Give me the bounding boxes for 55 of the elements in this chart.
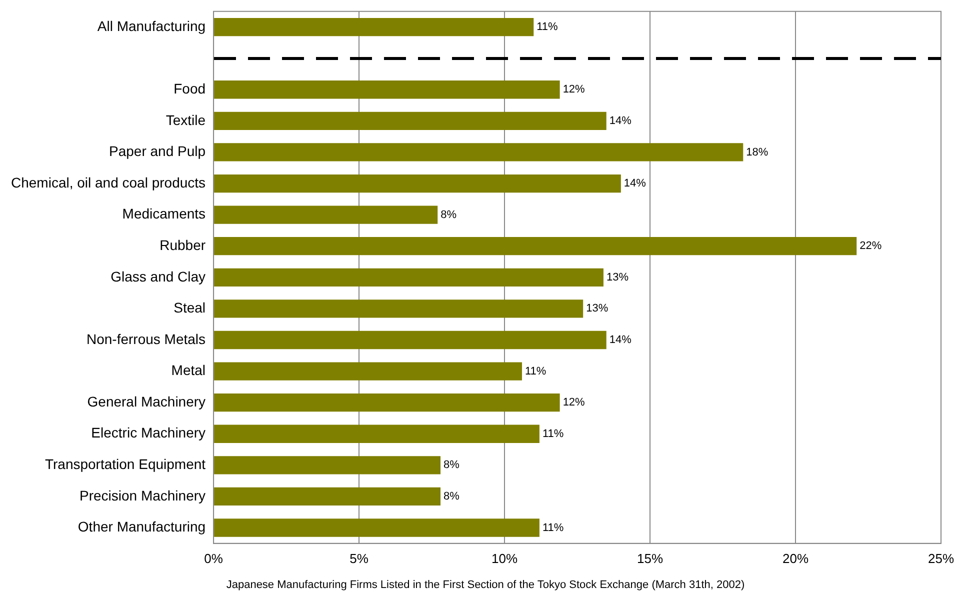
data-label: 8% — [444, 459, 460, 472]
data-label: 14% — [609, 114, 632, 127]
bar — [214, 206, 438, 224]
bar — [214, 112, 606, 130]
y-tick-label: Other Manufacturing — [78, 518, 206, 535]
y-tick-label: Rubber — [160, 236, 206, 253]
data-label: 12% — [562, 84, 586, 96]
x-tick-label: 0% — [204, 550, 224, 566]
x-tick-label: 20% — [782, 550, 809, 566]
y-tick-label: Paper and Pulp — [109, 143, 206, 160]
data-label: 11% — [536, 21, 558, 34]
y-tick-label: Food — [174, 80, 206, 96]
bar — [214, 362, 522, 380]
bar — [214, 394, 560, 412]
bar — [214, 518, 540, 537]
bar — [214, 174, 621, 193]
y-tick-label: Precision Machinery — [79, 487, 206, 504]
bar — [214, 330, 606, 350]
data-label: 11% — [542, 428, 564, 440]
y-tick-label: Textile — [166, 112, 206, 128]
data-label: 11% — [542, 522, 564, 534]
bar — [214, 18, 534, 36]
bar — [214, 143, 744, 162]
bar — [214, 487, 441, 506]
bar — [214, 268, 604, 286]
bar — [214, 237, 857, 256]
data-label: 13% — [586, 302, 608, 315]
data-label: 11% — [524, 365, 546, 378]
bar — [214, 424, 540, 443]
y-tick-label: Non-ferrous Metals — [86, 330, 206, 347]
data-label: 14% — [624, 178, 646, 190]
bar — [214, 456, 441, 474]
y-tick-label: General Machinery — [87, 393, 206, 410]
data-label: 18% — [746, 146, 768, 158]
y-tick-label: Steal — [174, 300, 206, 316]
data-label: 8% — [444, 490, 460, 502]
bar — [214, 300, 584, 318]
data-label: 14% — [609, 334, 632, 346]
y-tick-label: Medicaments — [122, 206, 206, 222]
data-label: 13% — [606, 271, 629, 284]
x-tick-label: 10% — [492, 550, 518, 566]
bar — [214, 80, 560, 99]
y-tick-label: Electric Machinery — [91, 424, 206, 441]
x-tick-label: 5% — [350, 550, 369, 566]
x-tick-label: 15% — [637, 550, 664, 566]
x-tick-label: 25% — [928, 550, 954, 566]
data-label: 8% — [440, 208, 457, 221]
data-label: 12% — [562, 396, 586, 409]
y-tick-label: Glass and Clay — [110, 268, 206, 284]
y-tick-label: Transportation Equipment — [44, 456, 206, 472]
y-tick-label: All Manufacturing — [97, 18, 206, 34]
y-tick-label: Metal — [171, 362, 206, 378]
data-label: 22% — [860, 240, 882, 252]
text: Japanese Manufacturing Firms Listed in the First Section of the Tokyo Stock Exchange (March 31th, 2002) — [225, 579, 746, 591]
y-tick-label: Chemical, oil and coal products — [10, 174, 206, 190]
